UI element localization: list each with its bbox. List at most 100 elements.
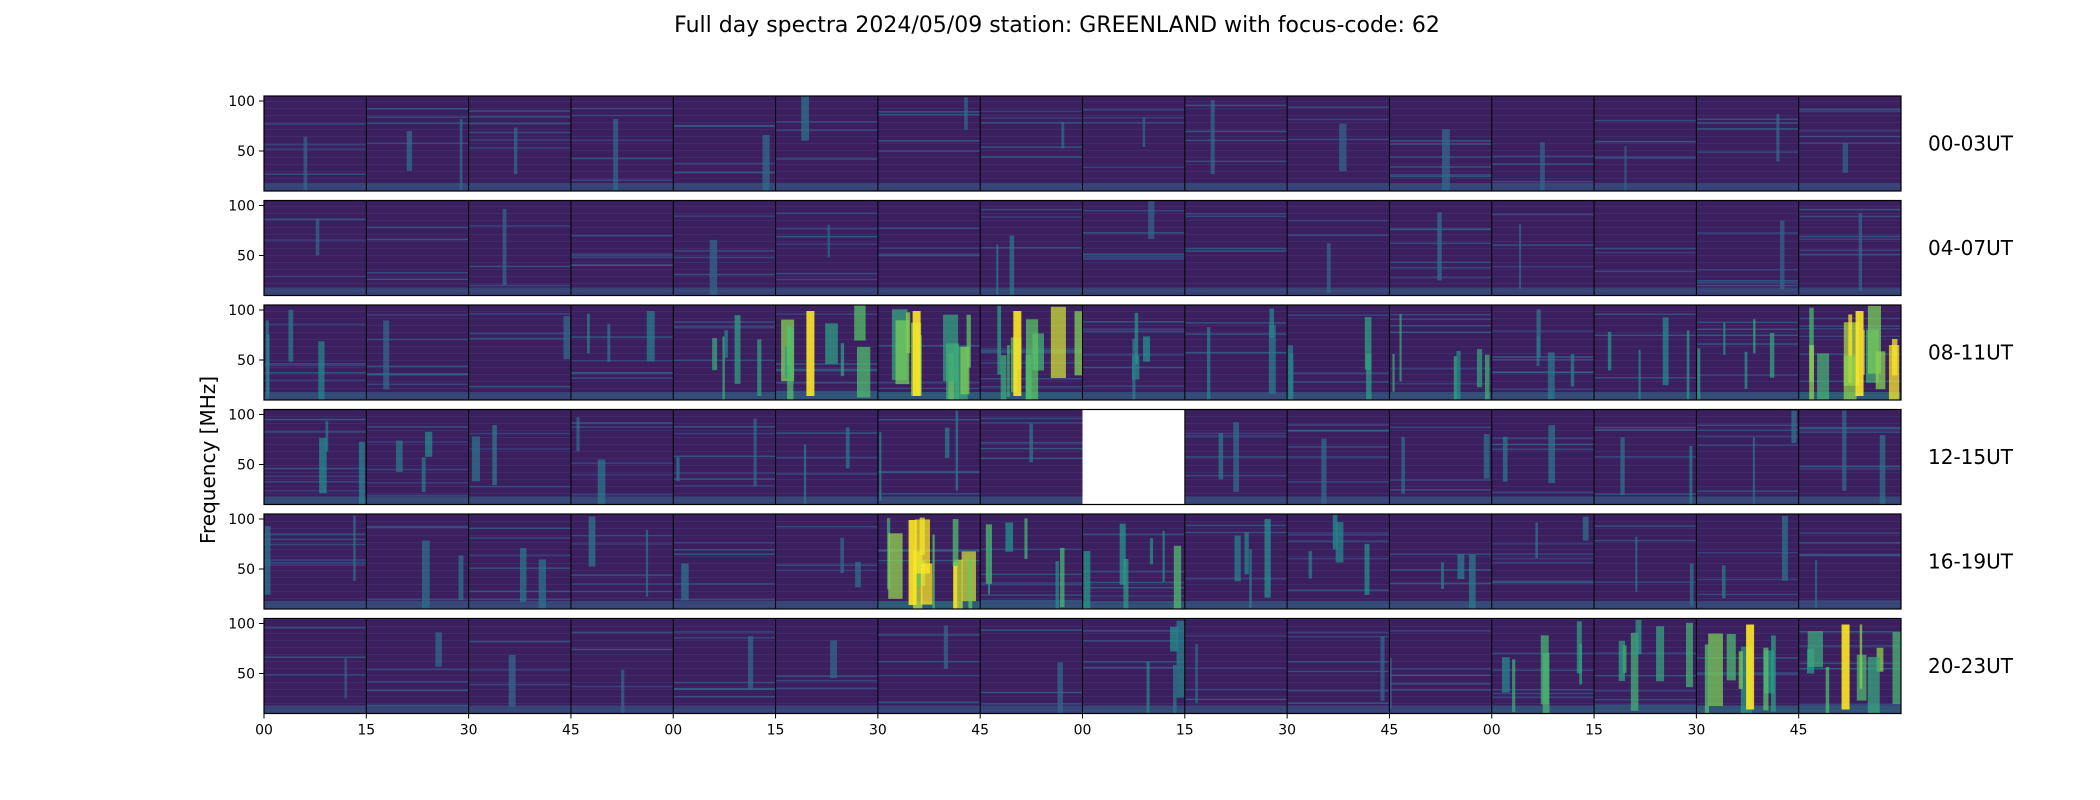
burst-feature [435, 632, 442, 667]
burst-feature [1389, 657, 1392, 709]
spectra-cell [1082, 200, 1185, 296]
burst-feature [888, 533, 903, 599]
spectra-cell [366, 514, 469, 609]
interference-line [1491, 580, 1595, 582]
burst-feature [1638, 349, 1641, 400]
y-tick-label: 100 [228, 199, 255, 215]
interference-line [570, 157, 674, 160]
interference-line [673, 326, 776, 329]
burst-feature [325, 421, 329, 452]
interference-line [570, 360, 674, 362]
spectrogram-background [980, 514, 1083, 609]
low-frequency-band [877, 601, 981, 609]
interference-line [980, 216, 1083, 218]
interference-line [673, 583, 776, 585]
spectrogram-background [775, 514, 878, 609]
interference-line [673, 542, 776, 544]
low-frequency-band [775, 183, 878, 191]
spectra-row: 100 50 08-11UT [228, 303, 2014, 401]
y-tick-label: 50 [237, 667, 255, 683]
low-frequency-band [264, 392, 367, 400]
burst-feature [996, 244, 999, 296]
interference-line [468, 448, 571, 450]
y-axis-label: Frequency [MHz] [196, 376, 220, 544]
low-frequency-band [264, 183, 367, 191]
interference-line [1696, 424, 1799, 427]
low-frequency-band [1491, 601, 1595, 609]
spectrogram-background [1389, 514, 1492, 609]
interference-line [468, 567, 571, 569]
interference-line [264, 538, 367, 541]
spectra-cell [673, 200, 776, 296]
burst-feature [319, 437, 327, 494]
interference-line [1798, 542, 1901, 544]
interference-line [468, 640, 571, 643]
low-frequency-band [775, 496, 878, 505]
spectra-cell [877, 618, 981, 714]
interference-line [673, 273, 776, 276]
interference-line [1696, 334, 1799, 337]
spectra-cell [673, 514, 776, 609]
burst-feature [406, 131, 412, 171]
interference-line [1491, 213, 1595, 216]
spectra-cell [264, 514, 367, 609]
interference-line [1798, 208, 1901, 211]
interference-line [1389, 331, 1492, 334]
interference-line [877, 660, 981, 663]
interference-line [468, 669, 571, 671]
interference-line [877, 493, 981, 495]
spectrogram-background [673, 514, 776, 609]
interference-line [1491, 448, 1595, 451]
spectrogram-background [673, 200, 776, 296]
spectrogram-background [1082, 96, 1185, 191]
burst-feature [1848, 314, 1853, 384]
interference-line [1798, 249, 1901, 252]
interference-line [980, 629, 1083, 631]
interference-line [1184, 247, 1288, 250]
x-tick-label: 00 [1074, 723, 1092, 739]
interference-line [1594, 270, 1697, 273]
burst-feature [1791, 410, 1797, 444]
interference-line [1491, 244, 1595, 246]
interference-line [1798, 431, 1901, 433]
interference-line [1287, 118, 1390, 121]
spectra-cell [468, 305, 571, 400]
interference-line [980, 146, 1083, 148]
spectrogram-background [1798, 514, 1901, 609]
interference-line [877, 111, 981, 113]
burst-feature [1536, 309, 1541, 358]
low-frequency-band [1287, 496, 1390, 505]
burst-feature [1234, 535, 1241, 582]
interference-line [570, 648, 674, 651]
burst-feature [459, 119, 463, 191]
low-frequency-band [877, 392, 981, 400]
interference-line [980, 599, 1083, 602]
burst-feature [1879, 435, 1886, 505]
interference-line [1082, 232, 1185, 234]
burst-feature [266, 334, 270, 394]
low-frequency-band [673, 183, 776, 191]
low-frequency-band [1184, 287, 1288, 296]
low-frequency-band [980, 183, 1083, 191]
burst-feature [1268, 324, 1276, 394]
interference-line [775, 363, 878, 365]
low-frequency-band [775, 392, 878, 400]
burst-feature [576, 417, 580, 452]
interference-line [1389, 383, 1492, 385]
interference-line [775, 272, 878, 275]
burst-feature [1032, 333, 1045, 371]
interference-line [1594, 429, 1697, 431]
spectrogram-background [468, 305, 571, 400]
x-tick-label: 30 [1687, 723, 1705, 739]
low-frequency-band [1389, 183, 1492, 191]
spectrogram-background [468, 96, 571, 191]
spectrogram-background [980, 96, 1083, 191]
interference-line [775, 390, 878, 393]
interference-line [1798, 645, 1901, 647]
burst-feature [879, 432, 882, 501]
interference-line [264, 173, 367, 175]
interference-line [1696, 122, 1799, 124]
interference-line [1389, 553, 1492, 555]
spectrogram-background [468, 409, 571, 505]
burst-feature [676, 457, 680, 481]
